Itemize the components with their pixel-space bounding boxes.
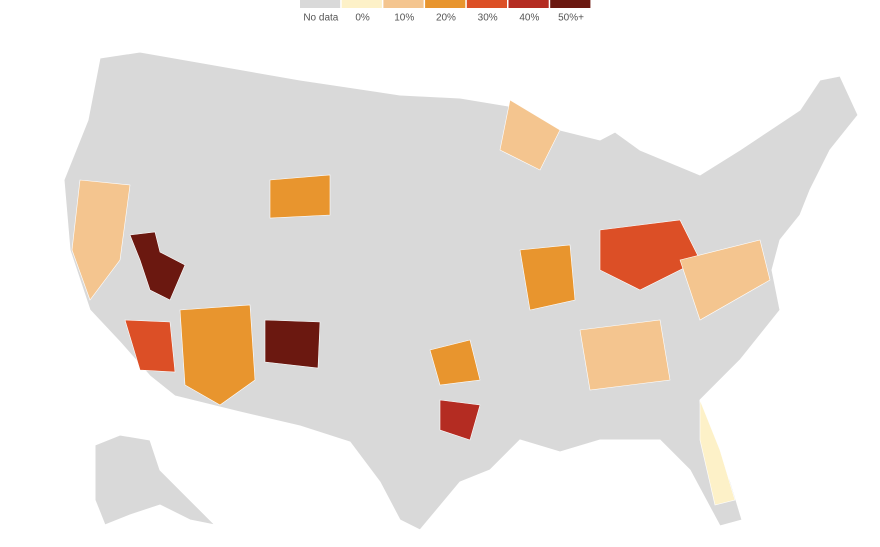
legend-swatch <box>466 0 507 8</box>
legend-swatch <box>508 0 549 8</box>
region-patch <box>699 399 736 506</box>
region-patch <box>439 399 481 441</box>
legend-label: 0% <box>355 13 370 24</box>
legend-swatch <box>425 0 466 8</box>
legend-label: No data <box>303 13 338 24</box>
region-patch <box>599 219 701 291</box>
region-patch <box>499 99 561 171</box>
legend-label: 10% <box>394 13 414 24</box>
legend-label: 40% <box>519 13 539 24</box>
region-patch <box>129 231 186 301</box>
region-patch <box>71 179 131 301</box>
region-patch <box>519 244 576 311</box>
region-patch <box>679 239 771 321</box>
legend-label: 30% <box>478 13 498 24</box>
legend-swatch <box>383 0 424 8</box>
region-patch <box>264 319 321 369</box>
region-patch <box>429 339 481 386</box>
alaska <box>94 434 217 526</box>
region-patch <box>269 174 331 219</box>
legend-swatch <box>550 0 591 8</box>
region-patch <box>179 304 256 406</box>
legend-label: 20% <box>436 13 456 24</box>
legend-swatch <box>300 0 341 8</box>
region-patch <box>579 319 671 391</box>
region-patch <box>124 319 176 373</box>
legend-swatch <box>341 0 382 8</box>
county-patches <box>71 99 771 506</box>
legend-label: 50%+ <box>558 13 584 24</box>
legend: No data 0% 10% 20% 30% 40% 50%+ <box>300 0 591 24</box>
